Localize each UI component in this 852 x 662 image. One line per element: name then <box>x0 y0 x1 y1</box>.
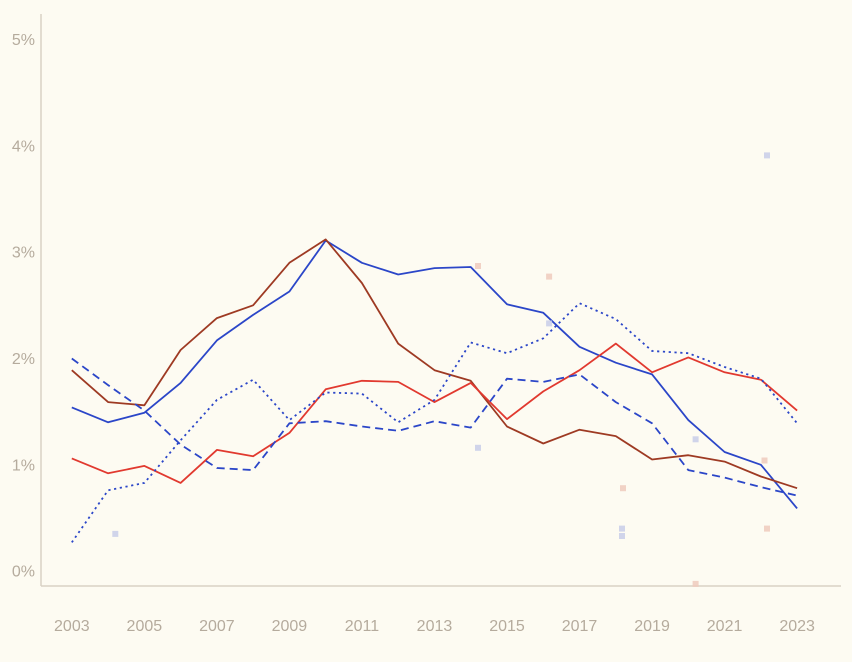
x-axis-tick-labels: 2003 2005 2007 2009 2011 2013 2015 2017 2019 2021… <box>54 618 815 635</box>
scatter-marker <box>112 530 119 537</box>
scatter-marker <box>475 263 481 269</box>
x-tick-label: 2019 <box>634 618 670 635</box>
y-tick-label: 3% <box>12 245 35 262</box>
scatter-marker <box>546 320 553 327</box>
x-tick-label: 2015 <box>489 618 525 635</box>
series-line-red-solid <box>71 342 798 484</box>
scatter-marker <box>620 485 626 492</box>
scatter-markers <box>112 152 770 587</box>
x-tick-label: 2007 <box>199 618 235 635</box>
x-tick-label: 2009 <box>272 618 308 635</box>
y-axis-tick-labels: 0% 1% 2% 3% 4% 5% <box>12 32 35 581</box>
x-tick-label: 2005 <box>127 618 163 635</box>
scatter-marker <box>475 444 481 451</box>
y-tick-label: 0% <box>12 564 35 581</box>
series-line-blue-dotted <box>71 302 798 543</box>
series-line-dark-red-solid <box>71 238 798 490</box>
x-tick-label: 2021 <box>707 618 743 635</box>
scatter-marker <box>619 525 625 532</box>
y-tick-label: 5% <box>12 32 35 49</box>
scatter-marker <box>546 273 553 280</box>
x-tick-label: 2013 <box>417 618 453 635</box>
y-tick-label: 2% <box>12 351 35 368</box>
x-tick-label: 2011 <box>345 618 380 635</box>
x-tick-label: 2023 <box>779 618 815 635</box>
y-tick-label: 1% <box>12 457 35 474</box>
scatter-marker <box>619 533 625 539</box>
scatter-marker <box>764 152 770 159</box>
series-line-blue-solid <box>71 239 798 509</box>
x-tick-label: 2017 <box>562 618 598 635</box>
scatter-marker <box>764 525 770 532</box>
series-lines <box>71 238 798 543</box>
y-tick-label: 4% <box>12 138 35 155</box>
scatter-marker <box>761 457 768 464</box>
x-tick-label: 2003 <box>54 618 90 635</box>
series-line-blue-dashed <box>71 357 798 497</box>
scatter-marker <box>692 436 699 443</box>
scatter-marker <box>692 580 699 587</box>
